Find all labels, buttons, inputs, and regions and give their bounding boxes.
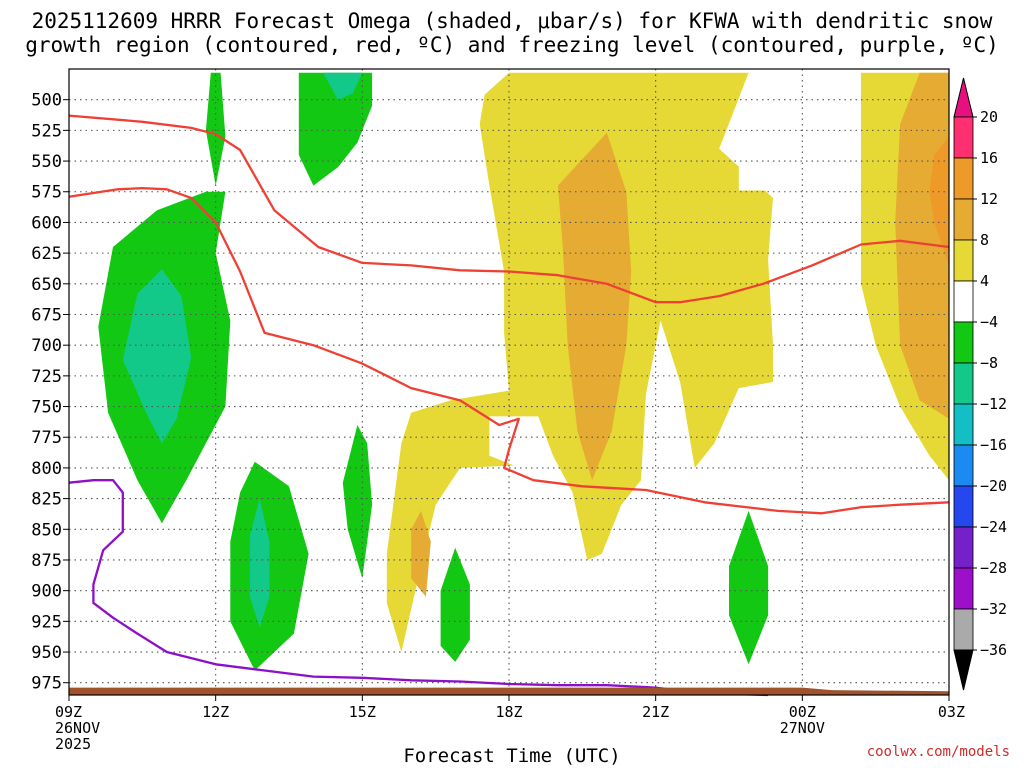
colorbar-label-4: 4 [980,272,989,290]
y-tick-label-600: 600 [31,213,62,233]
colorbar-swatch-10 [953,526,974,569]
x-tick-label-2025: 2025 [55,735,91,753]
colorbar-label-13: −36 [980,641,1007,659]
colorbar-label-9: −20 [980,477,1007,495]
dgz-lower-contour [68,186,950,515]
omega-pos-12-16 [929,136,949,266]
y-tick-label-750: 750 [31,398,62,418]
omega-pos-8-12-b [411,510,431,597]
y-tick-label-675: 675 [31,305,62,325]
dgz-upper-contour [68,114,950,304]
y-tick-label-850: 850 [31,520,62,540]
y-tick-label-975: 975 [31,674,62,694]
colorbar-swatch-3 [953,239,974,282]
colorbar-swatch-8 [953,444,974,487]
x-tick-label-26nov: 26NOV [55,719,100,737]
y-tick-label-825: 825 [31,490,62,510]
y-tick-label-725: 725 [31,367,62,387]
omega-neg-4-8-e [342,425,373,579]
y-tick-label-550: 550 [31,152,62,172]
y-tick-label-950: 950 [31,643,62,663]
y-tick-label-500: 500 [31,91,62,111]
omega-neg-4-8-g [729,510,769,665]
omega-gap-b [738,118,788,191]
terrain-band [69,687,949,695]
omega-neg-4-8-b [230,461,309,671]
x-tick-label-27nov: 27NOV [780,719,825,737]
omega-neg-8-12-a [122,269,192,444]
x-tick-label-12z: 12Z [202,703,229,721]
omega-neg-8-12-b [249,498,270,628]
omega-neg-4-8-d [205,72,226,186]
colorbar-swatch-7 [953,403,974,446]
colorbar-swatch-0 [953,116,974,159]
colorbar-label-8: −16 [980,436,1007,454]
x-tick-label-03z: 03Z [938,703,965,721]
omega-neg-8-12-c [323,72,363,100]
colorbar-label-7: −12 [980,395,1007,413]
colorbar-label-0: 20 [980,108,998,126]
y-tick-label-625: 625 [31,244,62,264]
y-tick-label-575: 575 [31,183,62,203]
colorbar-label-11: −28 [980,559,1007,577]
colorbar-label-12: −32 [980,600,1007,618]
omega-neg-4-8-c [298,72,373,186]
x-tick-label-00z: 00Z [789,703,816,721]
colorbar-label-2: 12 [980,190,998,208]
y-tick-label-800: 800 [31,459,62,479]
colorbar-top-arrow [953,77,974,118]
y-tick-label-650: 650 [31,275,62,295]
colorbar-label-1: 16 [980,149,998,167]
x-axis-label: Forecast Time (UTC) [403,745,621,767]
colorbar-swatch-12 [953,608,974,651]
colorbar-swatch-2 [953,198,974,241]
omega-pos-8-12-a [557,132,632,481]
y-tick-label-900: 900 [31,582,62,602]
chart-title-line-2: growth region (contoured, red, ºC) and f… [25,33,999,57]
y-tick-label-775: 775 [31,428,62,448]
colorbar-swatch-9 [953,485,974,528]
y-tick-label-875: 875 [31,551,62,571]
site-credit[interactable]: coolwx.com/models [866,744,1010,760]
freezing-level-contour [68,479,769,697]
y-tick-label-925: 925 [31,612,62,632]
chart-title-line-1: 2025112609 HRRR Forecast Omega (shaded, … [31,9,993,33]
colorbar-label-6: −8 [980,354,998,372]
y-tick-label-700: 700 [31,336,62,356]
omega-neg-4-8-f [440,547,470,662]
colorbar-label-10: −24 [980,518,1007,536]
colorbar-swatch-4 [953,280,974,323]
colorbar-swatch-5 [953,321,974,364]
x-tick-label-15z: 15Z [349,703,376,721]
colorbar-bottom-arrow [953,649,974,691]
colorbar-swatch-6 [953,362,974,405]
x-tick-label-18z: 18Z [495,703,522,721]
y-tick-label-525: 525 [31,121,62,141]
x-tick-label-09z: 09Z [55,703,82,721]
colorbar-label-5: −4 [980,313,998,331]
colorbar-label-3: 8 [980,231,989,249]
x-tick-label-21z: 21Z [642,703,669,721]
colorbar-swatch-11 [953,567,974,610]
colorbar-swatch-1 [953,157,974,200]
